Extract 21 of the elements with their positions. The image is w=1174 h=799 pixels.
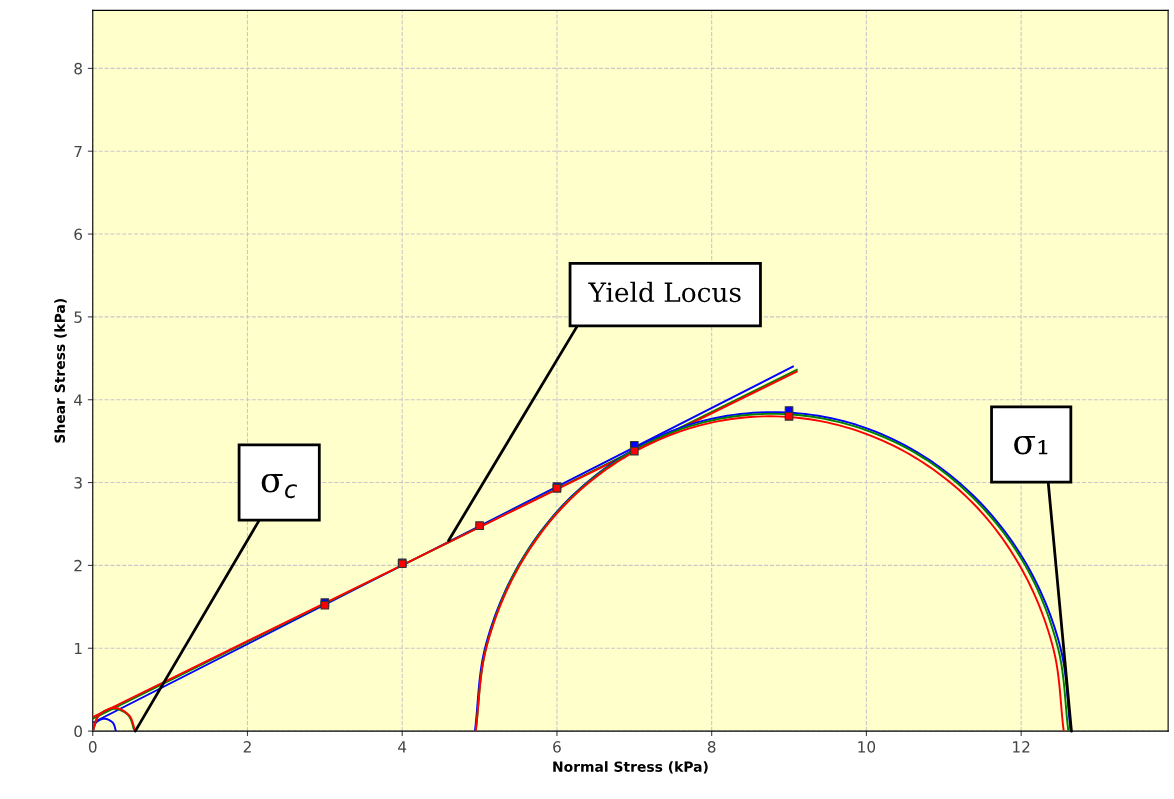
y-tick-label: 2 <box>74 559 82 572</box>
y-axis-title: Shear Stress (kPa) <box>54 299 67 443</box>
y-tick-label: 4 <box>74 394 83 406</box>
x-tick-label: 10 <box>858 741 876 753</box>
y-tick-label: 5 <box>74 311 82 323</box>
x-axis-title: Normal Stress (kPa) <box>553 761 708 774</box>
y-tick-label: 1 <box>74 642 82 655</box>
y-tick-label: 7 <box>74 145 82 158</box>
annotation: Yield Locus <box>588 281 741 303</box>
y-tick-label: 6 <box>74 228 83 241</box>
x-tick-label: 8 <box>707 741 716 753</box>
x-tick-label: 4 <box>398 741 407 753</box>
y-tick-label: 8 <box>74 62 82 75</box>
x-tick-label: 12 <box>1013 741 1030 753</box>
annotation: σ$_{c}$ <box>261 474 297 499</box>
annotation: σ₁ <box>1014 436 1048 455</box>
y-tick-label: 3 <box>74 477 82 489</box>
x-tick-label: 6 <box>553 741 561 753</box>
x-tick-label: 2 <box>243 741 251 753</box>
x-tick-label: 0 <box>88 741 97 753</box>
y-tick-label: 0 <box>74 725 83 738</box>
